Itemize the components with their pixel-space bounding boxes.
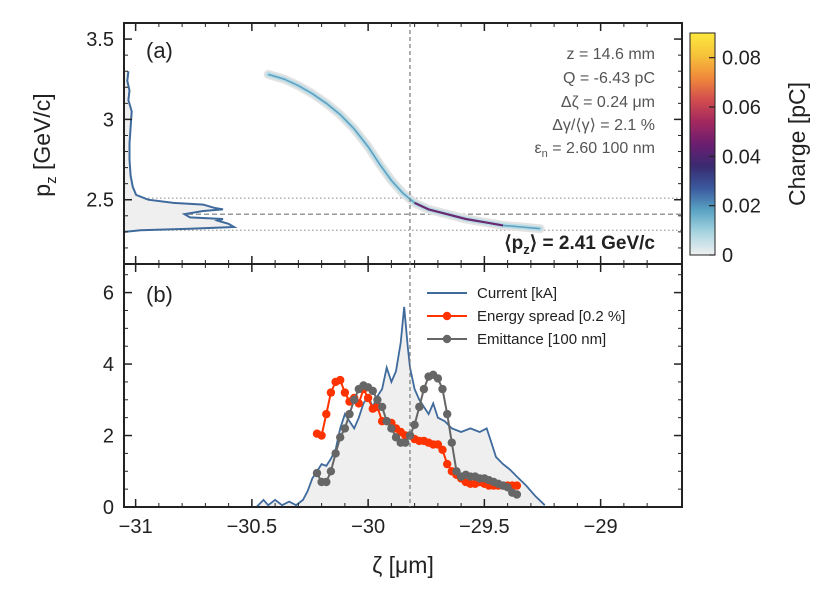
emittance-point <box>512 490 522 499</box>
emittance-point <box>387 424 396 433</box>
colorbar-tick-label: 0.02 <box>722 196 761 218</box>
panel-a-ytick-label: 3.5 <box>86 29 114 51</box>
panel-a-label: (a) <box>146 38 173 63</box>
annotation-emittance: εn = 2.60 100 nm <box>535 140 655 160</box>
emittance-point <box>340 424 350 433</box>
xtick-label: −30.5 <box>227 516 278 538</box>
panel-a-ytick-label: 2.5 <box>86 190 114 212</box>
panel-b-ytick-label: 2 <box>103 426 114 448</box>
xtick-label: −29.5 <box>459 516 510 538</box>
legend-marker <box>442 311 452 321</box>
current-line <box>255 306 546 507</box>
projection-line <box>124 71 238 233</box>
panel-b-frame <box>123 263 683 508</box>
energy-spread-point <box>336 375 345 385</box>
panel-b-ytick-label: 6 <box>103 283 114 305</box>
xtick-label: −31 <box>119 516 153 538</box>
panel-b-label: (b) <box>146 282 173 307</box>
panel-a: 2.5 3 3.5 (a) z = 14.6 mm Q = -6.43 pC Δζ … <box>29 22 683 265</box>
pz-projection <box>124 71 238 233</box>
panel-b-ytick-label: 4 <box>103 354 114 376</box>
energy-spread-point <box>322 409 331 419</box>
panel-b-ytick-label: 0 <box>103 497 114 519</box>
legend-marker <box>442 334 452 344</box>
emittance-point <box>350 395 359 404</box>
phase-space-halo <box>263 69 545 234</box>
emittance-point <box>433 374 443 383</box>
panel-b: 0 2 4 6 (b) Current [kA] Energy spread [0.2 … <box>103 263 683 519</box>
current-fill <box>256 306 545 507</box>
panel-b-series <box>255 306 546 507</box>
emittance-point <box>443 409 452 419</box>
energy-spread-point <box>317 431 326 440</box>
colorbar: 0 0.02 0.04 0.06 0.08 Charge [pC] <box>689 32 810 267</box>
phase-space-dense <box>414 201 504 227</box>
energy-spread-point <box>438 445 447 454</box>
energy-spread-point <box>326 388 336 397</box>
current-area <box>256 306 545 507</box>
panel-a-ytick-label: 3 <box>103 109 114 131</box>
emittance-point <box>377 402 387 412</box>
phase-space-body <box>265 71 543 232</box>
annotation-z: z = 14.6 mm <box>567 46 656 63</box>
emittance-point <box>312 468 322 478</box>
legend-label: Energy spread [0.2 %] <box>477 308 625 325</box>
emittance-point <box>438 384 447 394</box>
emittance-point <box>345 409 354 419</box>
x-ticks: −31 −30.5 −30 −29.5 −29 <box>119 23 648 538</box>
emittance-point <box>447 438 456 447</box>
annotations: z = 14.6 mm Q = -6.43 pC Δζ = 0.24 μm Δγ… <box>535 46 655 160</box>
colorbar-gradient <box>689 32 716 256</box>
emittance-point <box>326 467 336 476</box>
emittance-point <box>405 431 415 440</box>
annotation-charge: Q = -6.43 pC <box>563 70 655 87</box>
legend-label: Current [kA] <box>477 285 557 302</box>
panel-a-y-label: pz [GeV/c] <box>29 93 60 196</box>
phase-space <box>263 69 545 234</box>
emittance-point <box>336 433 345 442</box>
energy-spread-point <box>363 393 373 403</box>
colorbar-tick-label: 0.08 <box>722 48 761 70</box>
energy-band <box>124 197 682 231</box>
emittance-point <box>415 402 424 412</box>
x-axis-label: ζ [μm] <box>372 552 434 578</box>
emittance-point <box>391 433 401 442</box>
xtick-label: −29 <box>584 516 618 538</box>
xtick-label: −30 <box>351 516 385 538</box>
projection-fill <box>124 71 234 232</box>
mean-pz-label: ⟨pz⟩ = 2.41 GeV/c <box>504 233 655 257</box>
emittance-point <box>382 417 391 426</box>
colorbar-tick-label: 0.06 <box>722 97 761 119</box>
emittance-point <box>322 477 331 487</box>
energy-spread-point <box>512 481 522 490</box>
annotation-dzeta: Δζ = 0.24 μm <box>561 94 655 111</box>
colorbar-ticks: 0 0.02 0.04 0.06 0.08 <box>709 48 761 267</box>
legend: Current [kA] Energy spread [0.2 %] Emittan… <box>427 285 625 348</box>
legend-label: Emittance [100 nm] <box>477 331 606 348</box>
emittance-point <box>410 420 419 429</box>
energy-spread-point <box>443 459 452 469</box>
phase-space-core <box>267 73 541 230</box>
emittance-point <box>503 483 512 492</box>
energy-spread-point <box>340 388 350 397</box>
colorbar-tick-label: 0 <box>722 245 733 267</box>
emittance-point <box>368 386 377 396</box>
emittance-point <box>373 395 382 404</box>
emittance-point <box>331 449 340 458</box>
colorbar-label: Charge [pC] <box>784 82 810 206</box>
annotation-energy-spread: Δγ/⟨γ⟩ = 2.1 % <box>552 117 655 134</box>
colorbar-tick-label: 0.04 <box>722 146 761 168</box>
panel-a-y-ticks: 2.5 3 3.5 <box>86 29 682 249</box>
emittance-point <box>419 384 429 394</box>
emittance-point <box>401 438 410 447</box>
